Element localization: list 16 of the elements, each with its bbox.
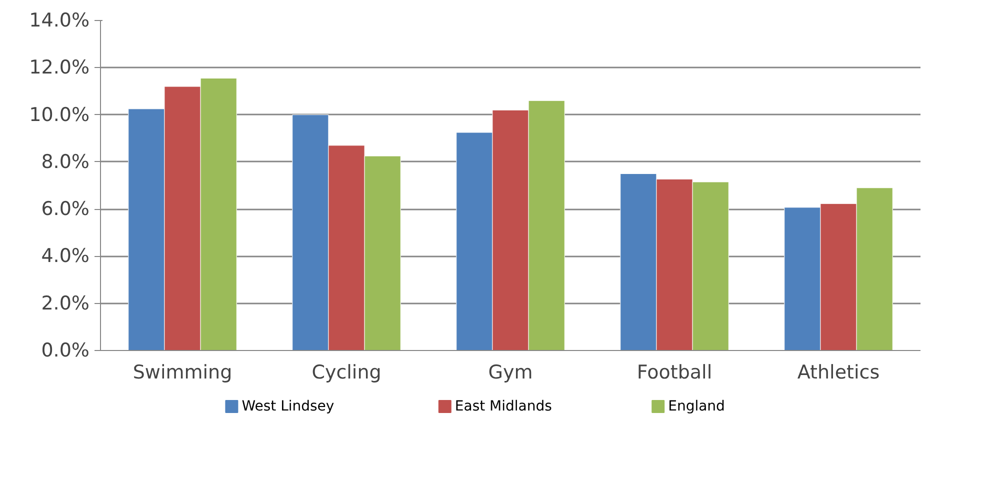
y-tick-label: 8.0% [41, 150, 90, 173]
x-tick-label: Cycling [312, 362, 382, 384]
x-tick-label: Gym [488, 362, 533, 384]
y-tick-label: 0.0% [41, 340, 90, 362]
y-tick-label: 4.0% [41, 245, 90, 268]
x-tick-label: Athletics [797, 362, 880, 384]
legend-label: West Lindsey [242, 398, 334, 414]
legend-label: East Midlands [454, 398, 552, 414]
y-tick-label: 12.0% [29, 56, 90, 79]
y-tick-label: 6.0% [41, 198, 90, 220]
x-tick-label: Swimming [132, 362, 232, 384]
legend-label: England [668, 398, 725, 414]
y-tick-label: 14.0% [29, 10, 90, 32]
y-tick-label: 2.0% [41, 292, 90, 314]
x-tick-label: Football [636, 362, 712, 384]
y-tick-label: 10.0% [29, 104, 90, 126]
